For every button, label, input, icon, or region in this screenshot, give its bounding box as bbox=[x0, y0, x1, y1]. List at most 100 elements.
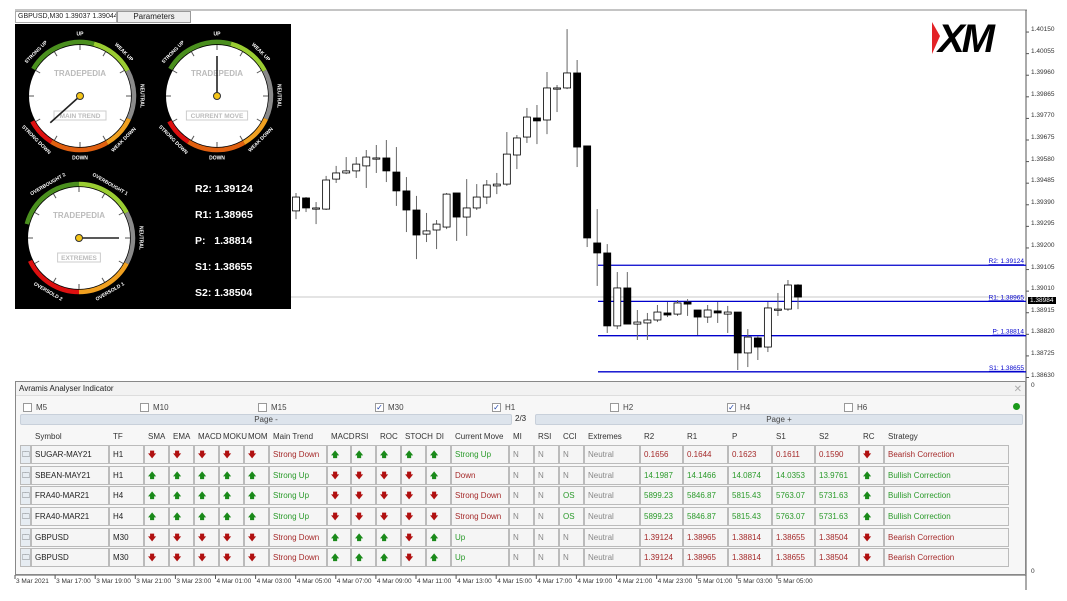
bear-candle bbox=[583, 145, 592, 239]
checkbox-m5[interactable] bbox=[23, 403, 32, 412]
r2-cell: 5899.23 bbox=[640, 486, 683, 505]
gauge-tick bbox=[191, 135, 195, 141]
extremes-cell: Neutral bbox=[584, 548, 640, 567]
gauge-arc-segment bbox=[24, 181, 80, 225]
pivot-r1: R1: 1.38965 bbox=[195, 209, 253, 221]
price-axis-label: 1.39960 bbox=[1031, 69, 1055, 77]
gauge-title: MAIN TREND bbox=[60, 113, 101, 120]
arrow-down-icon: 🡇 bbox=[426, 486, 451, 505]
gauge-arc-segment bbox=[125, 69, 137, 120]
gauge-label: UP bbox=[214, 31, 222, 37]
bull-candle bbox=[613, 287, 622, 327]
column-header: ROC bbox=[380, 432, 398, 441]
table-row[interactable]: 🗀 GBPUSD M30 🡇 🡇 🡇 🡇 🡇 Strong Down 🡅 🡅 🡅 🡇 🡅 Up N N N Neut… bbox=[16, 528, 1025, 547]
arrow-up-icon: 🡅 bbox=[219, 466, 244, 485]
bull-candle bbox=[292, 196, 300, 212]
bull-candle bbox=[432, 223, 441, 231]
page-next-button[interactable]: Page + bbox=[535, 414, 1023, 425]
checkbox-label: M5 bbox=[36, 403, 48, 412]
subwindow-scale-top: 0 bbox=[1031, 382, 1035, 389]
gauge-tick bbox=[53, 193, 57, 199]
gauge-arc-segment bbox=[28, 259, 80, 295]
folder-icon[interactable]: 🗀 bbox=[20, 466, 31, 485]
arrow-up-icon: 🡅 bbox=[327, 445, 351, 464]
bull-candle bbox=[643, 319, 652, 324]
time-axis-label: 4 Mar 15:00 bbox=[497, 578, 532, 585]
checkbox-h1[interactable]: ✓ bbox=[492, 403, 501, 412]
gauge-arc-segment bbox=[262, 69, 274, 120]
arrow-up-icon: 🡅 bbox=[376, 445, 401, 464]
folder-icon[interactable]: 🗀 bbox=[20, 445, 31, 464]
time-axis-label: 5 Mar 05:00 bbox=[777, 578, 813, 585]
arrow-down-icon: 🡇 bbox=[351, 507, 376, 526]
bull-candle bbox=[633, 321, 642, 325]
column-header: TF bbox=[113, 432, 123, 441]
column-header: RSI bbox=[538, 432, 552, 441]
extremes-cell: Neutral bbox=[584, 466, 640, 485]
s2-cell: 5731.63 bbox=[815, 486, 859, 505]
folder-icon[interactable]: 🗀 bbox=[20, 486, 31, 505]
gauge-tick bbox=[172, 70, 178, 74]
rsi-cell: N bbox=[534, 486, 559, 505]
bull-candle bbox=[723, 311, 732, 315]
s1-cell: 5763.07 bbox=[772, 507, 815, 526]
rsi-cell: N bbox=[534, 528, 559, 547]
checkbox-h6[interactable] bbox=[844, 403, 853, 412]
checkbox-h4[interactable]: ✓ bbox=[727, 403, 736, 412]
s1-cell: 14.0353 bbox=[772, 466, 815, 485]
r1-cell: 14.1466 bbox=[683, 466, 728, 485]
gauge-tick bbox=[118, 212, 124, 216]
symbol-cell: GBPUSD bbox=[31, 548, 109, 567]
table-row[interactable]: 🗀 GBPUSD M30 🡇 🡇 🡇 🡇 🡇 Strong Down 🡅 🡅 🡅 🡇 🡅 Up N N N Neut… bbox=[16, 548, 1025, 567]
arrow-down-icon: 🡇 bbox=[859, 445, 884, 464]
gauge-title-box bbox=[53, 110, 107, 121]
mi-cell: N bbox=[509, 466, 534, 485]
gauge-arc-segment bbox=[30, 120, 53, 144]
gauge-tick bbox=[118, 260, 124, 264]
gauge-tick bbox=[35, 70, 41, 74]
extremes-cell: Neutral bbox=[584, 486, 640, 505]
xm-logo: XM bbox=[930, 14, 1022, 61]
folder-icon[interactable]: 🗀 bbox=[20, 507, 31, 526]
arrow-up-icon: 🡅 bbox=[426, 548, 451, 567]
time-axis-label: 5 Mar 03:00 bbox=[737, 578, 773, 585]
close-icon[interactable]: ✕ bbox=[1013, 384, 1022, 395]
parameters-button[interactable]: Parameters bbox=[117, 11, 191, 23]
mi-cell: N bbox=[509, 528, 534, 547]
checkbox-h2[interactable] bbox=[610, 403, 619, 412]
table-row[interactable]: 🗀 SUGAR-MAY21 H1 🡇 🡇 🡇 🡇 🡇 Strong Down 🡅 🡅 🡅 🡅 🡅 Stron… bbox=[16, 445, 1025, 464]
r2-cell: 1.39124 bbox=[640, 548, 683, 567]
checkbox-m10[interactable] bbox=[140, 403, 149, 412]
bull-candle bbox=[442, 193, 451, 228]
price-axis-label: 1.40150 bbox=[1031, 26, 1055, 34]
arrow-down-icon: 🡇 bbox=[426, 507, 451, 526]
table-row[interactable]: 🗀 SBEAN-MAY21 H1 🡅 🡅 🡅 🡅 🡅 Strong Up 🡇 🡇 🡇 🡇 🡅 Down N N N… bbox=[16, 466, 1025, 485]
gauge-tick bbox=[53, 277, 57, 283]
current-move-cell: Down bbox=[451, 466, 509, 485]
arrow-down-icon: 🡇 bbox=[376, 507, 401, 526]
bull-candle bbox=[312, 207, 320, 210]
r1-cell: 5846.87 bbox=[683, 507, 728, 526]
column-header: STOCH bbox=[405, 432, 433, 441]
checkbox-m30[interactable]: ✓ bbox=[375, 403, 384, 412]
page-prev-button[interactable]: Page - bbox=[20, 414, 512, 425]
folder-icon[interactable]: 🗀 bbox=[20, 528, 31, 547]
bear-candle bbox=[302, 197, 310, 209]
table-row[interactable]: 🗀 FRA40-MAR21 H4 🡅 🡅 🡅 🡅 🡅 Strong Up 🡇 🡇 🡇 🡇 🡇 Strong … bbox=[16, 507, 1025, 526]
current-move-cell: Strong Down bbox=[451, 507, 509, 526]
tf-cell: H1 bbox=[109, 445, 144, 464]
gauge-arc-segment bbox=[50, 139, 109, 153]
tf-cell: M30 bbox=[109, 548, 144, 567]
column-header: RSI bbox=[355, 432, 369, 441]
gauge-needle-hub bbox=[75, 234, 83, 242]
r1-cell: 5846.87 bbox=[683, 486, 728, 505]
pivot-s2: S2: 1.38504 bbox=[195, 287, 253, 299]
checkbox-m15[interactable] bbox=[258, 403, 267, 412]
table-row[interactable]: 🗀 FRA40-MAR21 H4 🡅 🡅 🡅 🡅 🡅 Strong Up 🡇 🡇 🡇 🡇 🡇 Strong … bbox=[16, 486, 1025, 505]
symbol-cell: FRA40-MAR21 bbox=[31, 486, 109, 505]
chart-tab[interactable]: GBPUSD,M30 1.39037 1.39044 1.38 bbox=[15, 11, 117, 23]
bear-candle bbox=[733, 311, 742, 354]
folder-icon[interactable]: 🗀 bbox=[20, 548, 31, 567]
arrow-up-icon: 🡅 bbox=[859, 466, 884, 485]
